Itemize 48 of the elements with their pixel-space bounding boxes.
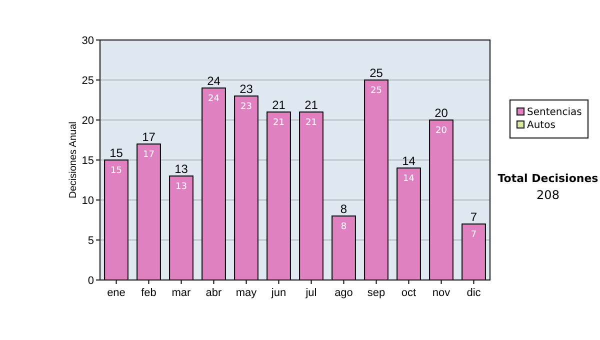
y-tick-label: 20 [82, 115, 94, 127]
total-label: 20 [434, 106, 448, 120]
y-tick-label: 10 [82, 195, 94, 207]
x-tick-label: feb [141, 287, 156, 299]
data-label: 21 [273, 118, 284, 128]
total-label: 8 [340, 202, 348, 216]
total-label: 13 [174, 162, 188, 176]
y-tick-label: 15 [82, 155, 94, 167]
x-tick-label: oct [401, 287, 416, 299]
data-label: 21 [306, 118, 317, 128]
total-label: 21 [304, 98, 318, 112]
x-tick-label: sep [367, 287, 386, 299]
y-axis-title: Decisiones Anual [68, 122, 79, 198]
legend-label: Sentencias [527, 107, 582, 118]
text: Total Decisiones [498, 172, 599, 185]
x-tick-label: mar [172, 287, 192, 299]
data-label: 24 [208, 94, 220, 104]
legend-label: Autos [527, 120, 556, 131]
data-label: 13 [176, 182, 187, 192]
data-label: 25 [370, 86, 382, 96]
x-tick-label: ene [107, 287, 126, 299]
data-label: 15 [110, 166, 122, 176]
x-tick-label: nov [432, 287, 451, 299]
total-label: 23 [240, 82, 254, 96]
data-label: 14 [403, 174, 415, 184]
data-label: 8 [340, 222, 347, 232]
total-label: 25 [370, 66, 384, 80]
data-label: 7 [470, 230, 477, 240]
total-label: 21 [272, 98, 286, 112]
x-tick-label: may [236, 287, 258, 299]
total-label: 7 [470, 210, 478, 224]
x-tick-label: jun [270, 287, 286, 299]
total-label: 14 [402, 154, 416, 168]
y-tick-label: 5 [88, 235, 94, 247]
y-tick-label: 30 [82, 35, 94, 47]
x-tick-label: abr [206, 287, 222, 299]
text: 208 [536, 188, 560, 202]
y-tick-label: 25 [82, 75, 94, 87]
data-label: 23 [240, 102, 252, 112]
y-tick-label: 0 [88, 275, 94, 287]
total-label: 17 [142, 130, 156, 144]
x-tick-label: ago [334, 287, 353, 299]
data-label: 17 [143, 150, 154, 160]
total-label: 24 [207, 74, 221, 88]
data-label: 20 [436, 126, 448, 136]
x-tick-label: dic [466, 287, 482, 299]
x-tick-label: jul [304, 287, 317, 299]
total-label: 15 [110, 146, 124, 160]
